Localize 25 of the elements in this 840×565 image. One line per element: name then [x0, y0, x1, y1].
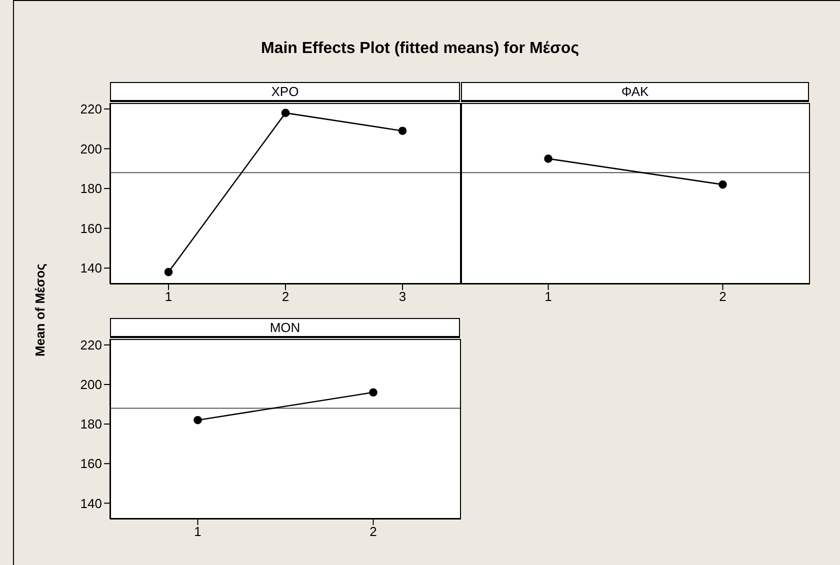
x-axis-title: XPO	[110, 82, 460, 102]
y-tick-label: 220	[80, 338, 102, 353]
x-tick-label: 1	[164, 289, 172, 304]
y-tick-label: 180	[80, 181, 102, 196]
y-tick-label: 180	[80, 416, 102, 432]
y-tick-label: 200	[80, 141, 102, 156]
y-tick-label: 220	[80, 102, 102, 117]
x-tick-label: 2	[719, 289, 726, 304]
y-tick-label: 160	[80, 456, 102, 472]
x-tick-label: 2	[370, 524, 377, 540]
x-tick-label: 2	[282, 289, 290, 304]
x-tick-label: 1	[194, 524, 202, 540]
x-axis-title: ΦΑΚ	[461, 82, 809, 102]
y-tick-label: 160	[80, 220, 102, 236]
x-tick-label: 1	[544, 289, 552, 304]
y-tick-label: 200	[80, 377, 102, 392]
x-tick-label: 3	[398, 289, 406, 304]
chart-title: Main Effects Plot (fitted means) for Μέσος	[260, 40, 580, 58]
point	[398, 126, 407, 135]
y-tick-label: 140	[80, 496, 102, 511]
y-tick-label: 140	[80, 260, 102, 276]
y-axis-title: Mean of Μέσος	[32, 263, 48, 357]
point	[164, 268, 173, 276]
x-axis-title: MON	[110, 318, 460, 338]
point	[281, 108, 290, 118]
